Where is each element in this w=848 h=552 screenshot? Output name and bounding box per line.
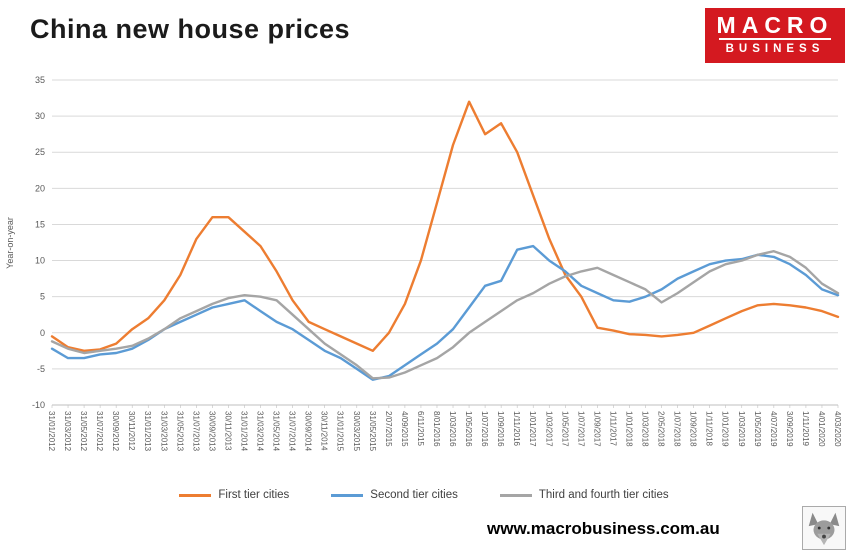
legend-label-third-tier: Third and fourth tier cities <box>538 489 669 501</box>
svg-text:1/03/2016: 1/03/2016 <box>448 411 457 447</box>
svg-text:30/11/2012: 30/11/2012 <box>127 411 136 451</box>
svg-text:31/01/2013: 31/01/2013 <box>143 411 152 452</box>
svg-text:35: 35 <box>35 75 45 85</box>
svg-text:2/07/2015: 2/07/2015 <box>384 411 393 447</box>
svg-text:1/05/2019: 1/05/2019 <box>753 411 762 447</box>
svg-text:31/05/2013: 31/05/2013 <box>175 411 184 452</box>
svg-text:8/01/2016: 8/01/2016 <box>432 411 441 447</box>
svg-text:31/05/2014: 31/05/2014 <box>272 411 281 452</box>
wolf-icon <box>808 512 840 546</box>
svg-text:30/11/2014: 30/11/2014 <box>320 411 329 451</box>
svg-text:30: 30 <box>35 111 45 121</box>
svg-text:31/03/2013: 31/03/2013 <box>159 411 168 452</box>
svg-text:30/09/2013: 30/09/2013 <box>207 411 216 452</box>
svg-text:20: 20 <box>35 183 45 193</box>
svg-text:-5: -5 <box>37 364 45 374</box>
line-chart: -10 -5 0 5 10 15 20 25 30 35 31/01/2012 31/03/2012 3… <box>5 75 842 452</box>
svg-text:1/09/2016: 1/09/2016 <box>496 411 505 447</box>
svg-text:30/11/2013: 30/11/2013 <box>223 411 232 451</box>
svg-text:-10: -10 <box>32 400 45 410</box>
svg-text:1/07/2016: 1/07/2016 <box>480 411 489 447</box>
svg-text:1/05/2016: 1/05/2016 <box>464 411 473 447</box>
svg-text:31/03/2012: 31/03/2012 <box>63 411 72 452</box>
macrobusiness-logo: MACRO BUSINESS <box>705 8 845 63</box>
svg-text:1/09/2017: 1/09/2017 <box>592 411 601 447</box>
svg-text:1/05/2017: 1/05/2017 <box>560 411 569 447</box>
svg-text:4/09/2015: 4/09/2015 <box>400 411 409 447</box>
svg-text:1/01/2017: 1/01/2017 <box>528 411 537 447</box>
svg-text:30/03/2015: 30/03/2015 <box>352 411 361 452</box>
svg-text:1/11/2017: 1/11/2017 <box>608 411 617 447</box>
svg-text:3/09/2019: 3/09/2019 <box>785 411 794 447</box>
logo-text-macro: MACRO <box>716 12 834 38</box>
svg-text:31/05/2015: 31/05/2015 <box>368 411 377 452</box>
wolf-logo <box>802 506 846 550</box>
svg-text:1/01/2018: 1/01/2018 <box>625 411 634 447</box>
svg-text:10: 10 <box>35 256 45 266</box>
svg-text:15: 15 <box>35 219 45 229</box>
svg-text:4/07/2019: 4/07/2019 <box>769 411 778 447</box>
svg-text:0: 0 <box>40 328 45 338</box>
legend-label-second-tier: Second tier cities <box>370 489 458 501</box>
svg-text:2/05/2018: 2/05/2018 <box>657 411 666 447</box>
logo-text-business: BUSINESS <box>725 43 825 56</box>
legend-item-third-tier: Third and fourth tier cities <box>499 489 669 501</box>
chart-legend: First tier cities Second tier cities Thi… <box>0 489 848 501</box>
svg-text:1/03/2019: 1/03/2019 <box>737 411 746 447</box>
legend-label-first-tier: First tier cities <box>218 489 290 501</box>
svg-text:31/05/2012: 31/05/2012 <box>79 411 88 452</box>
svg-text:1/07/2018: 1/07/2018 <box>673 411 682 447</box>
svg-text:4/03/2020: 4/03/2020 <box>833 411 842 447</box>
first-tier-line-swatch <box>179 493 212 497</box>
third-tier-line-swatch <box>499 493 532 497</box>
svg-text:31/03/2014: 31/03/2014 <box>256 411 265 452</box>
legend-item-first-tier: First tier cities <box>179 489 289 501</box>
svg-text:1/03/2018: 1/03/2018 <box>641 411 650 447</box>
svg-text:31/01/2014: 31/01/2014 <box>240 411 249 452</box>
svg-text:1/11/2016: 1/11/2016 <box>512 411 521 447</box>
svg-text:25: 25 <box>35 147 45 157</box>
svg-text:5: 5 <box>40 292 45 302</box>
chart-title: China new house prices <box>30 14 351 44</box>
svg-text:30/09/2014: 30/09/2014 <box>304 411 313 452</box>
svg-text:31/01/2012: 31/01/2012 <box>47 411 56 452</box>
svg-text:6/11/2015: 6/11/2015 <box>416 411 425 447</box>
logo-divider <box>719 38 831 41</box>
second-tier-line-swatch <box>331 493 364 497</box>
svg-text:1/01/2019: 1/01/2019 <box>721 411 730 447</box>
svg-text:1/09/2018: 1/09/2018 <box>689 411 698 447</box>
svg-text:31/07/2012: 31/07/2012 <box>95 411 104 452</box>
svg-text:31/07/2013: 31/07/2013 <box>191 411 200 452</box>
svg-text:31/01/2015: 31/01/2015 <box>336 411 345 452</box>
svg-text:1/07/2017: 1/07/2017 <box>576 411 585 447</box>
svg-text:1/03/2017: 1/03/2017 <box>544 411 553 447</box>
legend-item-second-tier: Second tier cities <box>331 489 458 501</box>
svg-text:30/09/2012: 30/09/2012 <box>111 411 120 452</box>
website-url: www.macrobusiness.com.au <box>487 519 720 538</box>
svg-text:Year-on-year: Year-on-year <box>5 217 15 269</box>
svg-text:4/01/2020: 4/01/2020 <box>817 411 826 447</box>
svg-text:1/11/2018: 1/11/2018 <box>705 411 714 447</box>
svg-text:1/11/2019: 1/11/2019 <box>801 411 810 447</box>
svg-text:31/07/2014: 31/07/2014 <box>288 411 297 452</box>
